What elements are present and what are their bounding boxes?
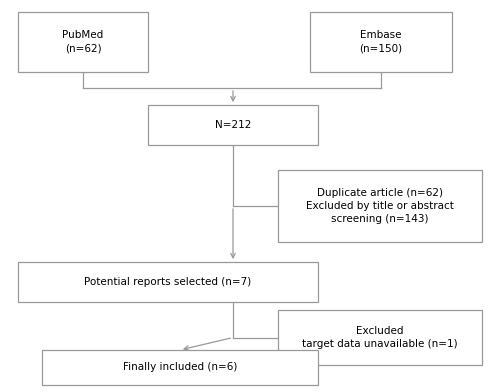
Bar bbox=[148, 105, 318, 145]
Text: Embase
(n=150): Embase (n=150) bbox=[360, 31, 403, 54]
Text: Potential reports selected (n=7): Potential reports selected (n=7) bbox=[84, 277, 251, 287]
Bar bbox=[278, 170, 482, 242]
Bar bbox=[310, 12, 452, 72]
Text: Finally included (n=6): Finally included (n=6) bbox=[123, 363, 237, 372]
Text: N=212: N=212 bbox=[215, 120, 251, 130]
Bar bbox=[42, 350, 318, 385]
Text: PubMed
(n=62): PubMed (n=62) bbox=[62, 31, 104, 54]
Text: Duplicate article (n=62)
Excluded by title or abstract
screening (n=143): Duplicate article (n=62) Excluded by tit… bbox=[306, 188, 454, 224]
Text: Excluded
target data unavailable (n=1): Excluded target data unavailable (n=1) bbox=[302, 326, 458, 349]
Bar bbox=[278, 310, 482, 365]
Bar bbox=[18, 12, 148, 72]
Bar bbox=[18, 262, 318, 302]
